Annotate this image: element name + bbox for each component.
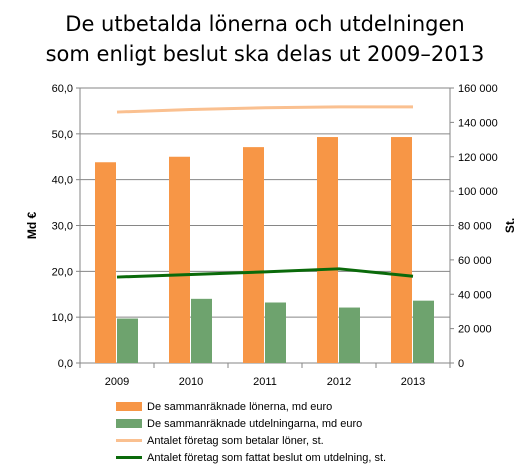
y-right-tick-label: 0 bbox=[458, 358, 464, 370]
legend-label: Antalet företag som fattat beslut om utd… bbox=[147, 451, 387, 464]
y-left-tick-label: 30,0 bbox=[52, 221, 73, 233]
chart-title-line-1: De utbetalda lönerna och utdelningen bbox=[65, 12, 465, 36]
legend-item: Antalet företag som betalar löner, st. bbox=[116, 432, 386, 449]
bar-dividends bbox=[339, 307, 360, 363]
legend-label: Antalet företag som betalar löner, st. bbox=[147, 434, 324, 447]
bar-wages bbox=[169, 156, 190, 363]
y-left-tick-label: 50,0 bbox=[52, 129, 73, 141]
x-tick-label: 2012 bbox=[327, 376, 351, 388]
y-left-axis-label: Md € bbox=[25, 212, 39, 240]
x-tick-label: 2009 bbox=[105, 376, 129, 388]
bar-wages bbox=[391, 137, 412, 363]
bar-wages bbox=[243, 147, 264, 363]
y-left-tick-label: 60,0 bbox=[52, 83, 73, 95]
legend-item: De sammanräknade lönerna, md euro bbox=[116, 398, 386, 415]
line-companies-wages bbox=[116, 105, 413, 114]
legend-label: De sammanräknade utdelningarna, md euro bbox=[147, 417, 363, 430]
y-right-tick-label: 80 000 bbox=[458, 221, 492, 233]
x-tick-label: 2013 bbox=[401, 376, 425, 388]
y-left-tick-label: 20,0 bbox=[52, 266, 73, 278]
legend-item: De sammanräknade utdelningarna, md euro bbox=[116, 415, 386, 432]
bar-dividends bbox=[191, 298, 212, 363]
y-left-tick-label: 0,0 bbox=[58, 358, 73, 370]
bar-wages bbox=[95, 162, 116, 363]
bar-dividends bbox=[117, 318, 138, 363]
legend-swatch bbox=[116, 439, 142, 442]
chart-title-line-2: som enligt beslut ska delas ut 2009–2013 bbox=[45, 42, 485, 66]
line-companies-dividends bbox=[116, 267, 414, 279]
y-right-tick-label: 100 000 bbox=[458, 186, 498, 198]
bar-wages bbox=[317, 137, 338, 363]
legend-swatch bbox=[116, 419, 142, 428]
legend-item: Antalet företag som fattat beslut om utd… bbox=[116, 449, 386, 466]
y-right-axis-label: St. bbox=[503, 218, 517, 233]
legend-label: De sammanräknade lönerna, md euro bbox=[147, 400, 333, 413]
y-right-tick-label: 140 000 bbox=[458, 117, 498, 129]
x-tick-label: 2010 bbox=[179, 376, 203, 388]
y-right-tick-label: 20 000 bbox=[458, 324, 492, 336]
bar-dividends bbox=[413, 300, 434, 363]
y-left-tick-label: 10,0 bbox=[52, 312, 73, 324]
legend-swatch bbox=[116, 402, 142, 411]
y-right-tick-label: 60 000 bbox=[458, 255, 492, 267]
y-right-tick-label: 40 000 bbox=[458, 289, 492, 301]
y-right-tick-label: 160 000 bbox=[458, 83, 498, 95]
legend: De sammanräknade lönerna, md euro De samm… bbox=[116, 398, 386, 466]
legend-swatch bbox=[116, 456, 142, 459]
y-right-tick-label: 120 000 bbox=[458, 152, 498, 164]
x-tick-label: 2011 bbox=[253, 376, 277, 388]
y-left-tick-label: 40,0 bbox=[52, 175, 73, 187]
bar-dividends bbox=[265, 302, 286, 363]
